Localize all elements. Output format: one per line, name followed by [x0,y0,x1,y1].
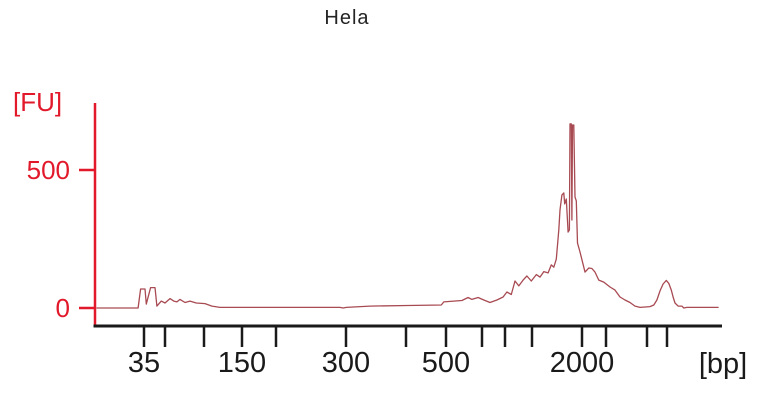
y-axis-unit-label: [FU] [13,87,63,117]
sample-title: Hela [324,7,370,29]
x-tick-label: 35 [128,347,160,379]
x-axis-unit-label: [bp] [698,348,748,380]
y-tick-label: 0 [56,293,70,323]
electropherogram-trace [96,123,719,309]
x-tick-label: 2000 [550,347,615,379]
x-tick-label: 150 [218,347,266,379]
x-tick-label: 500 [422,347,470,379]
x-tick-label: 300 [322,347,370,379]
y-tick-label: 500 [27,155,70,185]
